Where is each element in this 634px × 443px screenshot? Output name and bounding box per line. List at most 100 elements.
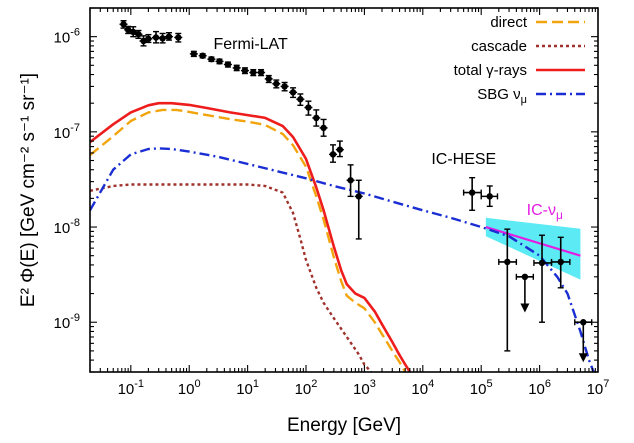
fermi-lat-marker-8 — [165, 33, 173, 40]
band-layer — [485, 217, 581, 280]
ic-nu-line — [485, 225, 581, 257]
fermi-lat-marker-27 — [329, 151, 337, 158]
ic-hese-point-0 — [462, 176, 482, 211]
fermi-lat-marker-26 — [320, 124, 327, 132]
ic-hese-upper-limit-arrow-6 — [578, 353, 588, 363]
x-tick-label-1: 100 — [178, 378, 201, 398]
y-tick-label-1: 10-8 — [54, 217, 80, 237]
ticks-layer — [89, 7, 599, 373]
x-tick-label-4-base: 10 — [353, 381, 370, 398]
fermi-lat-point-20 — [272, 79, 281, 89]
fermi-lat-point-24 — [304, 100, 313, 116]
x-axis-title: Energy [GeV] — [287, 415, 401, 436]
fermi-lat-point-15 — [232, 64, 241, 72]
fermi-lat-marker-29 — [347, 177, 354, 184]
y-axis-title: E² Φ(E) [GeV cm⁻² s⁻¹ sr⁻¹] — [18, 73, 39, 307]
fermi-lat-point-8 — [164, 32, 173, 41]
legend-label-3: SBG νμ — [477, 86, 527, 106]
x-tick-label-1-base: 10 — [178, 381, 195, 398]
ic-hese-point-6 — [574, 319, 593, 363]
fermi-lat-point-7 — [158, 32, 167, 44]
ic-hese-marker-1 — [486, 193, 493, 200]
ic-hese-marker-5 — [557, 258, 564, 266]
fermi-lat-marker-30 — [355, 193, 362, 200]
y-tick-label-2: 10-7 — [54, 122, 80, 142]
series-line-2 — [90, 101, 412, 372]
ic-hese-marker-4 — [538, 259, 546, 267]
fermi-lat-point-13 — [215, 58, 224, 65]
x-tick-label-8-base: 10 — [587, 381, 604, 398]
fermi-lat-marker-3 — [135, 31, 142, 38]
y-tick-label-0: 10-9 — [54, 312, 80, 332]
y-tick-label-3-base: 10 — [54, 30, 71, 47]
x-tick-label-3: 102 — [295, 378, 318, 398]
legend-label-main-1: cascade — [471, 38, 527, 55]
legend-label-main-3: SBG ν — [477, 86, 520, 103]
fermi-lat-point-26 — [319, 118, 328, 137]
x-tick-label-0: 10-1 — [118, 378, 144, 398]
fermi-lat-marker-22 — [289, 89, 297, 96]
x-tick-label-1-exp: 0 — [194, 378, 200, 390]
x-tick-label-8-exp: 7 — [603, 378, 609, 390]
ic-nu-label-main: IC-ν — [527, 202, 556, 219]
ic-hese-marker-6 — [580, 319, 587, 326]
ic-hese-point-2 — [498, 228, 518, 352]
ic-hese-label: IC-HESE — [431, 151, 496, 168]
fermi-lat-marker-19 — [265, 75, 272, 83]
legend-label-main-2: total γ-rays — [454, 62, 527, 79]
x-tick-label-0-exp: -1 — [134, 378, 144, 390]
x-tick-label-7-base: 10 — [528, 381, 545, 398]
fermi-lat-point-28 — [335, 140, 344, 158]
fermi-lat-point-23 — [296, 93, 305, 107]
series-line-1 — [90, 183, 372, 372]
ic-hese-point-3 — [515, 273, 535, 313]
fermi-lat-marker-14 — [224, 61, 232, 68]
x-tick-label-7: 106 — [528, 378, 551, 398]
ic-hese-marker-3 — [521, 273, 529, 281]
ic-hese-point-5 — [550, 236, 571, 289]
lines-layer — [90, 101, 595, 372]
fermi-lat-marker-15 — [233, 64, 240, 72]
fermi-lat-point-22 — [289, 87, 298, 99]
fermi-lat-point-18 — [257, 68, 266, 77]
y-tick-label-0-exp: -9 — [70, 312, 80, 324]
fermi-lat-point-10 — [189, 50, 198, 58]
fermi-lat-point-30 — [354, 179, 363, 240]
ic-hese-upper-limit-arrow-3 — [520, 303, 530, 313]
y-tick-label-1-exp: -8 — [70, 217, 80, 229]
legend: direct cascade total γ-rays SBG νμ — [454, 14, 585, 106]
fermi-lat-point-29 — [346, 164, 355, 198]
legend-label-sub-3: μ — [521, 94, 527, 106]
y-tick-label-2-exp: -7 — [70, 122, 80, 134]
x-tick-label-6-base: 10 — [470, 381, 487, 398]
ic-hese-marker-2 — [504, 258, 511, 266]
fermi-lat-marker-6 — [152, 34, 160, 41]
y-tick-label-3: 10-6 — [54, 27, 80, 47]
legend-label-1: cascade — [471, 38, 527, 55]
fermi-lat-marker-18 — [257, 69, 265, 76]
fermi-lat-marker-16 — [241, 67, 249, 74]
fermi-lat-marker-17 — [250, 69, 257, 76]
fermi-lat-marker-20 — [273, 80, 280, 87]
fermi-lat-marker-28 — [336, 146, 344, 153]
x-tick-label-6-exp: 5 — [486, 378, 492, 390]
fermi-lat-point-19 — [264, 74, 273, 84]
fermi-lat-marker-0 — [120, 21, 127, 28]
fermi-lat-point-16 — [240, 67, 249, 75]
fermi-lat-point-0 — [119, 20, 128, 29]
fermi-lat-marker-10 — [190, 50, 198, 58]
y-tick-label-0-base: 10 — [54, 315, 71, 332]
legend-label-main-0: direct — [490, 14, 528, 31]
fermi-lat-marker-7 — [159, 35, 166, 42]
fermi-lat-point-2 — [129, 26, 138, 38]
fermi-lat-marker-13 — [216, 58, 223, 65]
y-tick-label-2-base: 10 — [54, 125, 71, 142]
x-tick-label-5: 104 — [411, 378, 434, 398]
fermi-lat-marker-9 — [175, 34, 182, 41]
fermi-lat-marker-23 — [297, 96, 304, 103]
x-tick-label-8: 107 — [587, 378, 610, 398]
x-tick-label-2-exp: 1 — [253, 378, 259, 390]
fermi-lat-point-14 — [223, 61, 232, 68]
fermi-lat-marker-12 — [208, 55, 215, 63]
points-layer — [119, 20, 593, 363]
